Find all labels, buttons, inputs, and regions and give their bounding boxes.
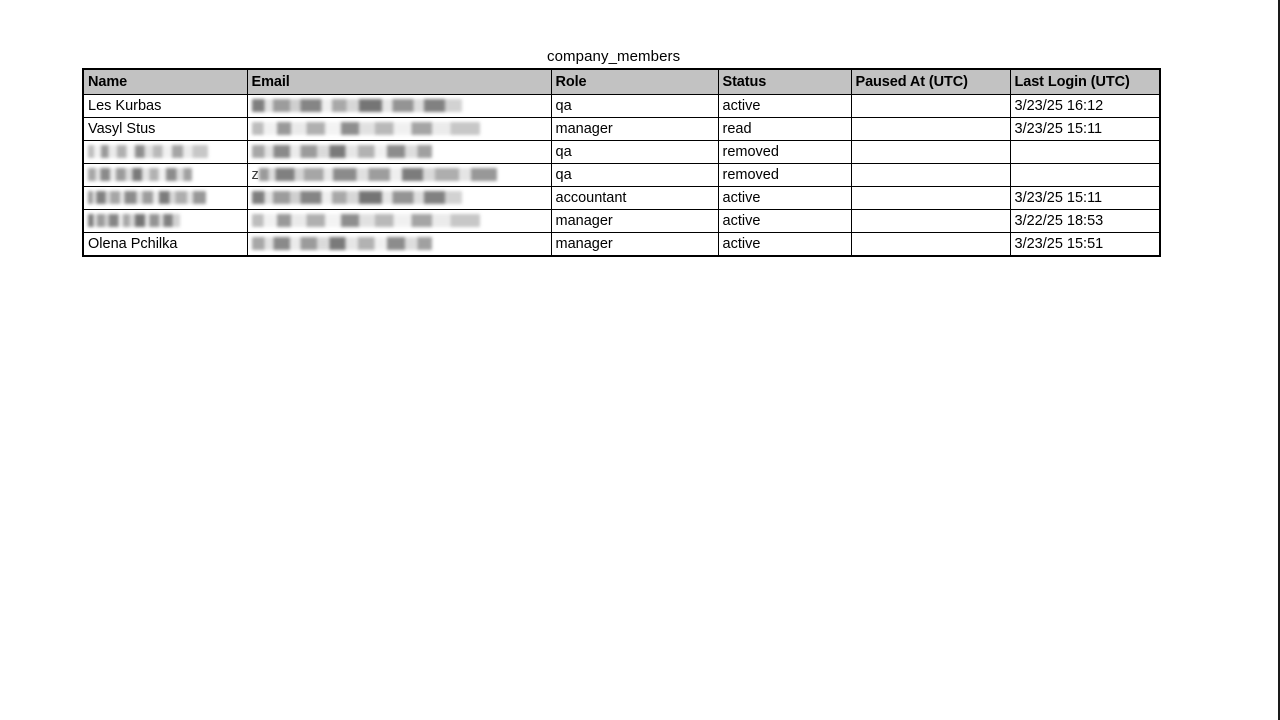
cell-name[interactable] <box>82 162 248 188</box>
redacted-email <box>251 190 462 204</box>
cell-role[interactable]: manager <box>550 117 719 141</box>
table-row[interactable]: z qa removed <box>82 162 1161 188</box>
cell-status[interactable]: removed <box>717 140 852 164</box>
redacted-email <box>251 144 432 158</box>
table-row[interactable]: Vasyl Stus manager read 3/23/25 15:11 <box>82 117 1161 141</box>
cell-status[interactable]: active <box>717 232 852 257</box>
cell-paused-at[interactable] <box>850 209 1011 234</box>
cell-status[interactable]: active <box>717 186 852 211</box>
table-row[interactable]: accountant active 3/23/25 15:11 <box>82 186 1161 211</box>
cell-last-login[interactable] <box>1009 162 1161 188</box>
redacted-email <box>251 98 462 112</box>
redacted-email <box>251 236 432 250</box>
company-members-table: Name Email Role Status Paused At (UTC) L… <box>82 68 1161 258</box>
table-row[interactable]: qa removed <box>82 140 1161 164</box>
table-row[interactable]: Les Kurbas qa active 3/23/25 16:12 <box>82 94 1161 118</box>
redacted-name <box>88 213 180 227</box>
cell-email[interactable] <box>246 117 552 141</box>
cell-role[interactable]: qa <box>550 162 719 188</box>
cell-name[interactable]: Vasyl Stus <box>82 117 248 141</box>
column-header-last-login[interactable]: Last Login (UTC) <box>1009 68 1161 95</box>
cell-email[interactable] <box>246 94 552 118</box>
cell-email[interactable] <box>246 140 552 164</box>
cell-role[interactable]: qa <box>550 140 719 164</box>
cell-status[interactable]: read <box>717 117 852 141</box>
column-header-role[interactable]: Role <box>550 68 719 95</box>
cell-email[interactable] <box>246 186 552 211</box>
cell-name[interactable] <box>82 209 248 234</box>
cell-paused-at[interactable] <box>850 140 1011 164</box>
cell-name[interactable] <box>82 140 248 164</box>
table-row[interactable]: Olena Pchilka manager active 3/23/25 15:51 <box>82 232 1161 257</box>
cell-paused-at[interactable] <box>850 232 1011 257</box>
column-header-status[interactable]: Status <box>717 68 852 95</box>
cell-role[interactable]: manager <box>550 209 719 234</box>
redacted-name <box>88 144 208 158</box>
redacted-email <box>251 121 480 135</box>
cell-last-login[interactable]: 3/22/25 18:53 <box>1009 209 1161 234</box>
redacted-name <box>88 190 206 204</box>
cell-last-login[interactable] <box>1009 140 1161 164</box>
cell-name[interactable] <box>82 186 248 211</box>
table-title: company_members <box>547 48 681 65</box>
cell-role[interactable]: qa <box>550 94 719 118</box>
table-header: Name Email Role Status Paused At (UTC) L… <box>82 68 1161 95</box>
cell-last-login[interactable]: 3/23/25 15:11 <box>1009 117 1161 141</box>
cell-paused-at[interactable] <box>850 162 1011 188</box>
cell-last-login[interactable]: 3/23/25 15:11 <box>1009 186 1161 211</box>
cell-status[interactable]: removed <box>717 162 852 188</box>
cell-email[interactable] <box>246 232 552 257</box>
cell-paused-at[interactable] <box>850 117 1011 141</box>
cell-status[interactable]: active <box>717 209 852 234</box>
cell-role[interactable]: manager <box>550 232 719 257</box>
cell-email[interactable] <box>246 209 552 234</box>
cell-status[interactable]: active <box>717 94 852 118</box>
cell-name[interactable]: Olena Pchilka <box>82 232 248 257</box>
cell-last-login[interactable]: 3/23/25 16:12 <box>1009 94 1161 118</box>
redacted-email <box>251 213 480 227</box>
redacted-name <box>88 167 192 181</box>
cell-email[interactable]: z <box>246 162 552 188</box>
cell-paused-at[interactable] <box>850 94 1011 118</box>
cell-last-login[interactable]: 3/23/25 15:51 <box>1009 232 1161 257</box>
column-header-name[interactable]: Name <box>82 68 248 95</box>
cell-paused-at[interactable] <box>850 186 1011 211</box>
cell-name[interactable]: Les Kurbas <box>82 94 248 118</box>
table-row[interactable]: manager active 3/22/25 18:53 <box>82 209 1161 234</box>
cell-role[interactable]: accountant <box>550 186 719 211</box>
column-header-email[interactable]: Email <box>246 68 552 95</box>
email-visible-prefix: z <box>251 167 259 184</box>
table-body: Les Kurbas qa active 3/23/25 16:12 Vasyl Stu… <box>82 94 1161 257</box>
column-header-paused-at[interactable]: Paused At (UTC) <box>850 68 1011 95</box>
redacted-email <box>258 167 497 181</box>
table-header-row: Name Email Role Status Paused At (UTC) L… <box>82 68 1161 95</box>
table-container: Name Email Role Status Paused At (UTC) L… <box>82 68 1161 258</box>
